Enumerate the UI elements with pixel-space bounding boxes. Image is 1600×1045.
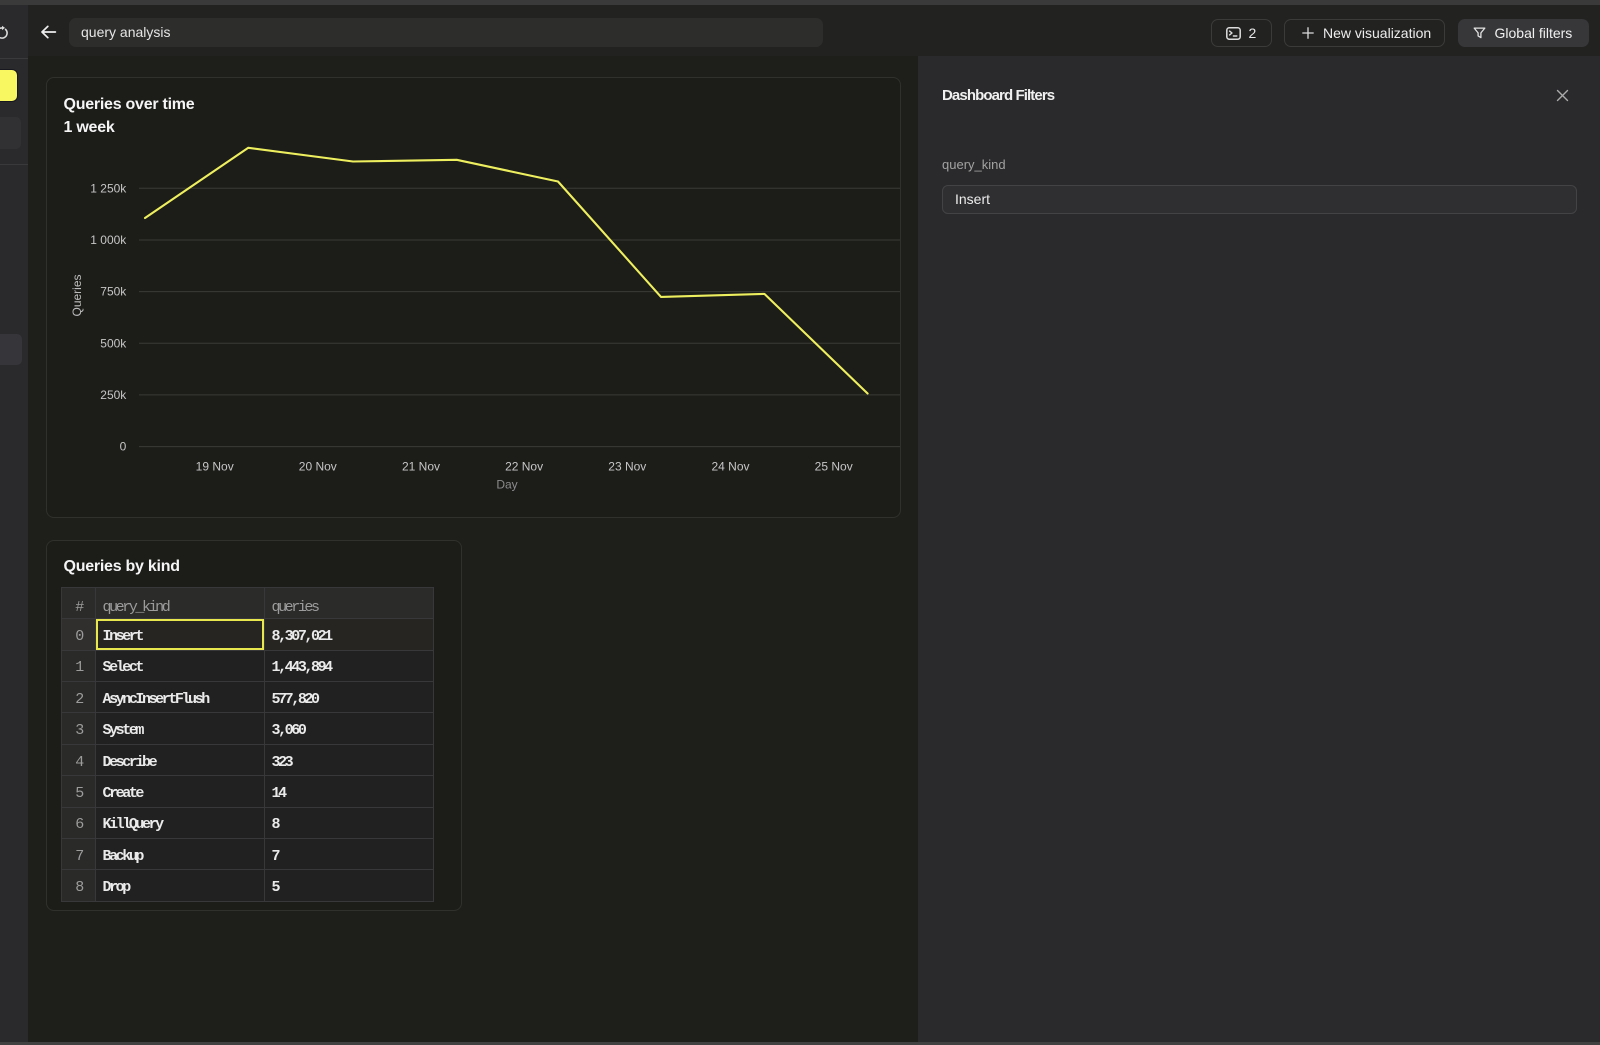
svg-text:Day: Day [496, 477, 517, 491]
svg-text:0: 0 [120, 439, 127, 453]
svg-text:500k: 500k [100, 336, 127, 350]
svg-text:750k: 750k [100, 284, 127, 298]
svg-text:24 Nov: 24 Nov [711, 459, 749, 473]
svg-text:23 Nov: 23 Nov [608, 459, 646, 473]
svg-text:1 000k: 1 000k [90, 233, 127, 247]
svg-text:Queries: Queries [70, 274, 84, 316]
svg-text:21 Nov: 21 Nov [402, 459, 440, 473]
svg-text:19 Nov: 19 Nov [196, 459, 234, 473]
svg-text:25 Nov: 25 Nov [815, 459, 853, 473]
svg-text:1 250k: 1 250k [90, 181, 127, 195]
svg-text:20 Nov: 20 Nov [299, 459, 337, 473]
svg-text:22 Nov: 22 Nov [505, 459, 543, 473]
svg-text:250k: 250k [100, 387, 127, 401]
